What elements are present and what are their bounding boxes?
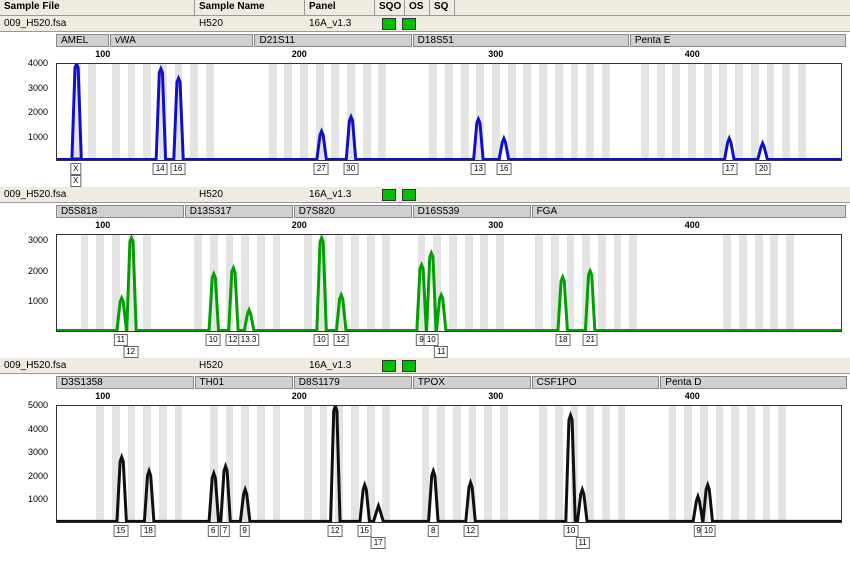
status-os-icon (382, 189, 396, 201)
col-os: OS (405, 0, 430, 15)
plot-area[interactable] (56, 234, 842, 332)
allele-call[interactable]: 12 (123, 346, 138, 358)
locus-label[interactable]: D8S1179 (294, 376, 412, 389)
allele-call-row: 1112101213.31012910111821 (56, 334, 842, 348)
status-indicators (375, 189, 419, 201)
sample-name-value: H520 (195, 359, 305, 372)
allele-call[interactable]: 12 (463, 525, 478, 537)
allele-call[interactable]: 10 (563, 525, 578, 537)
electropherogram-chart: 1000200030004000100200300400XX1416273013… (0, 49, 850, 179)
allele-call[interactable]: 18 (556, 334, 571, 346)
allele-call[interactable]: 13.3 (238, 334, 260, 346)
col-sq: SQ (430, 0, 455, 15)
sample-file-value: 009_H520.fsa (0, 17, 195, 30)
locus-label[interactable]: vWA (110, 34, 253, 47)
allele-call[interactable]: 7 (220, 525, 230, 537)
allele-call[interactable]: 10 (314, 334, 329, 346)
allele-call[interactable]: 30 (343, 163, 358, 175)
locus-label[interactable]: D13S317 (185, 205, 293, 218)
locus-bar: D3S1358TH01D8S1179TPOXCSF1POPenta D (0, 374, 850, 391)
sample-info-row[interactable]: 009_H520.fsa H520 16A_v1.3 (0, 187, 850, 203)
column-header-row: Sample File Sample Name Panel SQO OS SQ (0, 0, 850, 16)
locus-label[interactable]: FGA (532, 205, 846, 218)
status-sq-icon (402, 360, 416, 372)
allele-call-row: 15186791215178121011910 (56, 525, 842, 539)
allele-call[interactable]: 12 (328, 525, 343, 537)
locus-label[interactable]: D18S51 (413, 34, 629, 47)
status-sq-icon (402, 189, 416, 201)
sample-file-value: 009_H520.fsa (0, 188, 195, 201)
locus-bar: D5S818D13S317D7S820D16S539FGA (0, 203, 850, 220)
status-indicators (375, 18, 419, 30)
allele-call[interactable]: 10 (701, 525, 716, 537)
x-axis-scale: 100200300400 (56, 220, 842, 232)
locus-label[interactable]: D21S11 (254, 34, 411, 47)
allele-call[interactable]: 11 (434, 346, 448, 358)
panel-value: 16A_v1.3 (305, 17, 375, 30)
allele-call[interactable]: X (70, 175, 81, 187)
plot-area[interactable] (56, 405, 842, 523)
status-os-icon (382, 18, 396, 30)
locus-label[interactable]: D5S818 (56, 205, 184, 218)
locus-label[interactable]: TH01 (195, 376, 293, 389)
allele-call[interactable]: 16 (497, 163, 512, 175)
allele-call[interactable]: 9 (239, 525, 249, 537)
col-sqo: SQO (375, 0, 405, 15)
locus-label[interactable]: TPOX (413, 376, 531, 389)
electropherogram-chart: 10002000300040005000 100200300400 15 18 679 1… (0, 391, 850, 541)
sample-info-row[interactable]: 009_H520.fsa H520 16A_v1.3 (0, 358, 850, 374)
x-axis-scale: 100200300400 (56, 391, 842, 403)
allele-call[interactable]: 17 (371, 537, 386, 549)
allele-call[interactable]: 10 (424, 334, 439, 346)
col-sample-name: Sample Name (195, 0, 305, 15)
y-axis-labels: 1000200030004000 (8, 63, 48, 161)
allele-call[interactable]: 6 (208, 525, 218, 537)
allele-call[interactable]: 18 (141, 525, 156, 537)
locus-label[interactable]: D3S1358 (56, 376, 194, 389)
allele-call[interactable]: 12 (333, 334, 348, 346)
x-axis-scale: 100200300400 (56, 49, 842, 61)
locus-label[interactable]: CSF1PO (532, 376, 660, 389)
locus-bar: AMELvWAD21S11D18S51Penta E (0, 32, 850, 49)
allele-call[interactable]: 8 (428, 525, 438, 537)
allele-call[interactable]: 17 (723, 163, 738, 175)
locus-label[interactable]: D16S539 (413, 205, 531, 218)
allele-call[interactable]: 11 (114, 334, 128, 346)
col-panel: Panel (305, 0, 375, 15)
locus-label[interactable]: Penta E (630, 34, 846, 47)
sample-info-row[interactable]: 009_H520.fsa H520 16A_v1.3 (0, 16, 850, 32)
sample-name-value: H520 (195, 17, 305, 30)
locus-label[interactable]: D7S820 (294, 205, 412, 218)
y-axis-labels: 10002000300040005000 (8, 405, 48, 523)
status-indicators (375, 360, 419, 372)
allele-call[interactable]: 21 (583, 334, 598, 346)
allele-call[interactable]: 27 (314, 163, 329, 175)
sample-file-value: 009_H520.fsa (0, 359, 195, 372)
allele-call-row: XX1416273013161720 (56, 163, 842, 177)
locus-label[interactable]: Penta D (660, 376, 847, 389)
panel-value: 16A_v1.3 (305, 188, 375, 201)
electropherogram-chart: 1000200030001002003004001112101213.31012… (0, 220, 850, 350)
allele-call[interactable]: 11 (575, 537, 589, 549)
locus-label[interactable]: AMEL (56, 34, 109, 47)
allele-call[interactable]: 16 (170, 163, 185, 175)
allele-call[interactable]: 15 (357, 525, 372, 537)
plot-area[interactable] (56, 63, 842, 161)
status-sq-icon (402, 18, 416, 30)
peak-trace (57, 235, 841, 331)
sample-name-value: H520 (195, 188, 305, 201)
allele-call[interactable]: 20 (756, 163, 771, 175)
allele-call[interactable]: 13 (471, 163, 486, 175)
allele-call[interactable]: X (70, 163, 81, 175)
y-axis-labels: 100020003000 (8, 234, 48, 332)
allele-call[interactable]: 14 (153, 163, 168, 175)
peak-trace (57, 64, 841, 160)
col-sample-file: Sample File (0, 0, 195, 15)
panel-value: 16A_v1.3 (305, 359, 375, 372)
allele-call[interactable]: 15 (113, 525, 128, 537)
peak-trace (57, 406, 841, 522)
status-os-icon (382, 360, 396, 372)
allele-call[interactable]: 10 (206, 334, 221, 346)
